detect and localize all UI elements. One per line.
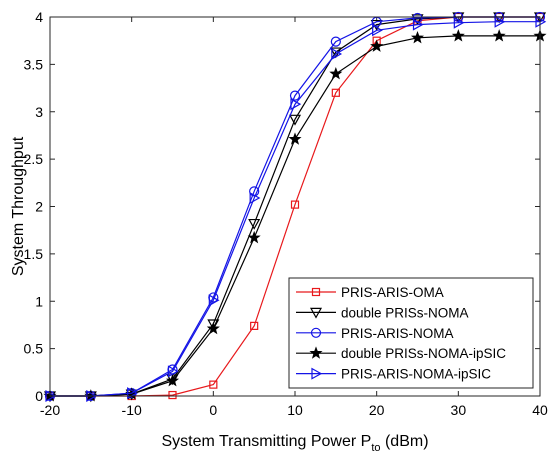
data-point-star (410, 30, 425, 44)
data-point-square (209, 380, 218, 389)
data-point-triangle-right (453, 16, 465, 29)
data-point-triangle-down (288, 114, 302, 126)
data-point-circle (330, 36, 341, 47)
data-point-triangle-down (248, 218, 261, 230)
legend-label: double PRISs-NOMA (341, 305, 469, 320)
y-tick-label: 3.5 (24, 56, 44, 72)
x-tick-label: 10 (287, 402, 303, 418)
legend-label: PRIS-ARIS-NOMA (341, 326, 454, 341)
data-point-star (451, 29, 465, 42)
data-point-square (331, 88, 340, 97)
data-point-star (247, 230, 261, 244)
data-point-triangle-right (249, 191, 261, 204)
data-point-square (290, 200, 300, 209)
data-point-star (329, 66, 343, 80)
x-tick-label: 40 (532, 402, 548, 418)
legend-label: PRIS-ARIS-OMA (341, 285, 444, 300)
x-tick-label: 20 (369, 402, 385, 418)
legend-entry: PRIS-ARIS-NOMA (296, 326, 454, 341)
x-axis-label-unit: (dBm) (381, 433, 429, 450)
x-axis-label-subscript: to (371, 442, 380, 453)
data-point-triangle-down (309, 307, 323, 319)
data-point-square (168, 390, 177, 400)
plot-frame (49, 16, 541, 397)
series-pris-aris-noma-ipsic (45, 15, 547, 403)
data-point-star (309, 346, 323, 359)
y-tick-label: 4 (35, 9, 43, 25)
y-tick-label: 1.5 (24, 246, 44, 262)
data-point-triangle-right (311, 367, 323, 380)
data-point-triangle-right (208, 294, 220, 307)
y-tick-label: 0 (35, 388, 43, 404)
axis-tick-labels: -20 -10 0 10 20 30 40 0 0.5 1 1.5 2 2.5 3 3.5 4 (24, 9, 548, 418)
data-point-star (206, 321, 220, 335)
x-tick-label: -10 (122, 402, 142, 418)
data-point-square (250, 321, 259, 330)
x-tick-label: -20 (40, 402, 60, 418)
series-line (50, 21, 540, 397)
data-point-triangle-right (167, 365, 179, 378)
y-tick-label: 0.5 (24, 341, 44, 357)
data-point-circle (310, 327, 322, 338)
x-tick-label: 0 (209, 402, 217, 418)
data-point-star (165, 373, 180, 387)
data-point-star (492, 29, 506, 42)
legend-entry: PRIS-ARIS-NOMA-ipSIC (296, 367, 491, 382)
data-point-triangle-right (494, 15, 506, 28)
data-point-triangle-right (290, 98, 302, 111)
y-tick-label: 2 (35, 199, 43, 215)
legend-entry: double PRISs-NOMA-ipSIC (296, 346, 506, 361)
x-axis-label: System Transmitting Power Pto (dBm) (161, 433, 428, 453)
x-axis-label-main: System Transmitting Power P (161, 433, 371, 450)
data-point-star (288, 132, 302, 145)
data-point-triangle-right (331, 47, 343, 60)
data-point-circle (289, 90, 301, 101)
y-tick-label: 2.5 (24, 151, 44, 167)
legend-entry: double PRISs-NOMA (296, 305, 469, 320)
legend-label: PRIS-ARIS-NOMA-ipSIC (341, 367, 491, 382)
data-point-triangle-right (372, 24, 383, 37)
legend-entry: PRIS-ARIS-OMA (296, 285, 444, 300)
y-tick-label: 3 (35, 104, 43, 120)
legend: PRIS-ARIS-OMA double PRISs-NOMA PRIS-ARIS-… (288, 277, 534, 389)
data-point-star (370, 39, 384, 52)
x-tick-label: 30 (451, 402, 467, 418)
y-axis-label: System Throughput (10, 136, 27, 276)
data-point-triangle-right (412, 18, 424, 31)
legend-label: double PRISs-NOMA-ipSIC (341, 346, 506, 361)
data-point-triangle-down (411, 14, 424, 26)
y-tick-label: 1 (35, 293, 43, 309)
data-point-square (311, 287, 321, 297)
